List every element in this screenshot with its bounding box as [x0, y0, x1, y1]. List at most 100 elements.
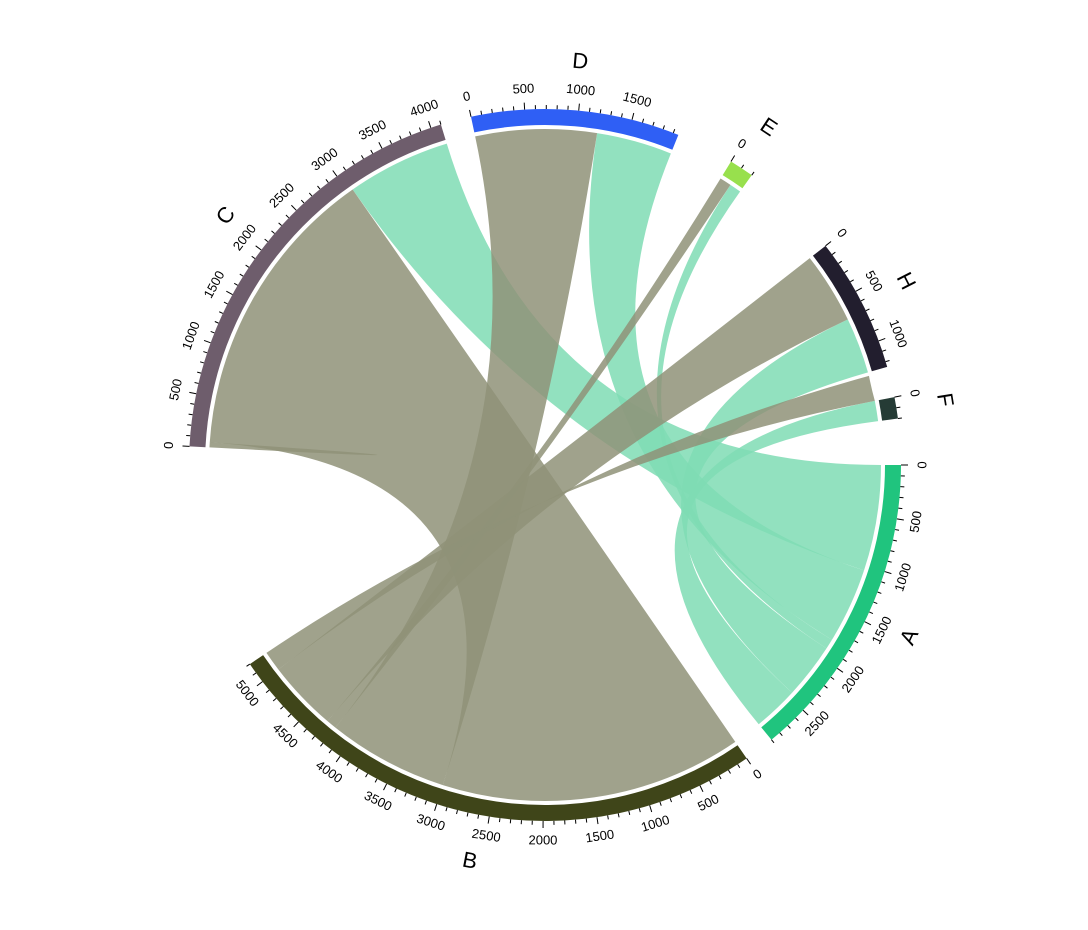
tick-mark — [233, 282, 238, 286]
tick-mark — [672, 129, 676, 134]
tick-mark — [291, 204, 297, 211]
chord-link-c-c — [209, 442, 378, 456]
tick-label: 500 — [695, 791, 721, 814]
tick-mark — [864, 621, 872, 626]
tick-label: 1500 — [200, 268, 227, 301]
tick-label: 1500 — [584, 826, 615, 845]
tick-mark — [882, 349, 887, 352]
tick-label: 3500 — [362, 788, 395, 814]
tick-mark — [265, 689, 270, 694]
tick-mark — [300, 199, 305, 204]
tick-label: 5000 — [233, 677, 263, 709]
chord-link-b-e — [327, 178, 731, 728]
tick-mark — [285, 214, 290, 219]
tick-label: 3500 — [356, 116, 389, 143]
tick-mark — [771, 739, 775, 744]
tick-mark — [850, 279, 854, 283]
tick-mark — [649, 805, 653, 813]
tick-mark — [890, 550, 895, 553]
tick-mark — [859, 630, 864, 634]
tick-mark — [877, 591, 882, 594]
tick-label: 500 — [512, 80, 535, 96]
tick-label: 0 — [161, 441, 176, 449]
tick-mark — [466, 812, 469, 817]
tick-mark — [894, 395, 902, 398]
tick-mark — [802, 709, 809, 716]
tick-mark — [610, 111, 613, 116]
chord-links — [209, 128, 881, 801]
sector-arc-d — [470, 109, 679, 150]
tick-mark — [885, 359, 890, 363]
tick-mark — [246, 663, 251, 667]
tick-mark — [659, 801, 662, 806]
tick-label: 4000 — [313, 757, 345, 786]
tick-mark — [219, 311, 224, 314]
tick-mark — [303, 728, 307, 733]
tick-label: 0 — [750, 766, 764, 782]
chord-link-b-d — [335, 128, 598, 786]
tick-mark — [662, 125, 665, 130]
tick-mark — [272, 697, 277, 702]
tick-mark — [817, 693, 821, 698]
tick-mark — [439, 120, 442, 125]
tick-label: 1000 — [639, 812, 671, 835]
tick-mark — [873, 601, 878, 605]
sector-label-b: B — [460, 847, 479, 874]
tick-mark — [351, 160, 355, 165]
tick-label: 500 — [166, 377, 185, 401]
tick-mark — [360, 155, 364, 160]
tick-mark — [256, 681, 263, 687]
tick-mark — [631, 112, 635, 120]
tick-label: 2000 — [528, 832, 557, 847]
tick-mark — [346, 762, 350, 766]
tick-mark — [394, 788, 397, 793]
tick-label: 2500 — [471, 826, 502, 845]
tick-mark — [825, 241, 832, 247]
tick-label: 3000 — [415, 811, 447, 834]
tick-mark — [884, 571, 892, 575]
tick-label: 3000 — [308, 145, 340, 174]
tick-mark — [434, 803, 438, 811]
tick-mark — [642, 118, 645, 123]
tick-label: 0 — [735, 135, 749, 152]
tick-mark — [280, 706, 284, 710]
tick-mark — [831, 251, 836, 255]
sector-arc-a — [761, 465, 901, 740]
chord-link-a-d — [589, 133, 865, 640]
tick-mark — [895, 529, 900, 531]
tick-mark — [881, 581, 886, 584]
tick-label: 1000 — [886, 317, 910, 349]
tick-mark — [408, 131, 412, 136]
tick-mark — [865, 308, 870, 312]
chord-link-a-c — [352, 143, 881, 571]
tick-mark — [869, 611, 874, 615]
tick-label: 2000 — [230, 221, 259, 253]
tick-label: 4000 — [408, 96, 440, 119]
tick-mark — [251, 255, 256, 259]
tick-mark — [855, 287, 863, 292]
tick-mark — [730, 155, 736, 162]
tick-mark — [607, 815, 609, 820]
tick-mark — [374, 778, 378, 783]
tick-mark — [189, 391, 197, 395]
tick-mark — [652, 121, 655, 126]
tick-label: 2500 — [801, 708, 832, 739]
tick-mark — [194, 382, 199, 384]
tick-mark — [424, 800, 427, 805]
tick-mark — [795, 717, 799, 722]
tick-mark — [746, 758, 752, 765]
tick-mark — [389, 139, 392, 144]
tick-mark — [787, 725, 791, 729]
tick-label: 0 — [915, 461, 930, 468]
tick-label: 0 — [834, 225, 850, 240]
tick-mark — [264, 238, 269, 243]
sector-arc-h — [812, 245, 888, 372]
tick-label: 1500 — [869, 614, 895, 647]
tick-mark — [824, 685, 828, 689]
sector-label-a: A — [894, 624, 923, 648]
tick-mark — [308, 192, 313, 197]
tick-mark — [335, 755, 341, 763]
tick-mark — [317, 185, 321, 190]
tick-label: 1000 — [179, 319, 203, 351]
